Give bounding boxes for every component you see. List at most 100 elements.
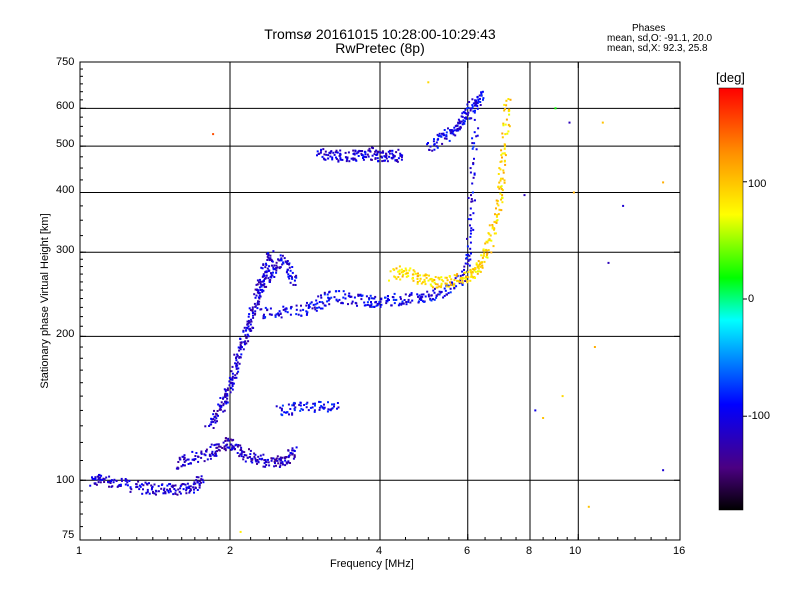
data-point xyxy=(409,293,411,296)
data-point xyxy=(270,457,273,460)
data-point xyxy=(327,299,330,302)
data-point xyxy=(469,207,472,210)
data-point xyxy=(496,219,499,222)
data-point xyxy=(265,461,268,464)
data-point xyxy=(323,406,326,409)
data-point xyxy=(138,488,141,491)
x-tick-label: 8 xyxy=(526,545,533,557)
data-point xyxy=(172,484,175,487)
data-point xyxy=(286,411,289,414)
data-point xyxy=(303,404,306,406)
data-point xyxy=(346,158,349,161)
data-point xyxy=(391,149,394,152)
data-point xyxy=(500,185,503,188)
data-point xyxy=(146,483,149,486)
data-point xyxy=(378,300,381,303)
data-point xyxy=(99,481,102,484)
data-point xyxy=(438,293,441,296)
data-point xyxy=(280,316,283,319)
phases-heading: Phases xyxy=(632,23,666,34)
data-point xyxy=(275,261,278,264)
data-point xyxy=(477,98,480,101)
data-point xyxy=(282,463,284,466)
data-point xyxy=(314,308,317,311)
data-point xyxy=(385,154,388,157)
data-point xyxy=(150,488,153,491)
data-point xyxy=(263,279,265,282)
data-point xyxy=(471,107,474,110)
data-point xyxy=(270,258,273,261)
data-point xyxy=(404,267,407,270)
data-point xyxy=(289,408,292,410)
data-point xyxy=(470,194,472,197)
data-point xyxy=(247,340,250,343)
data-point xyxy=(400,156,403,159)
data-point xyxy=(542,417,545,419)
data-point xyxy=(470,273,473,276)
data-point xyxy=(250,320,253,323)
data-point xyxy=(376,303,379,305)
data-point xyxy=(233,353,236,356)
data-point xyxy=(148,492,151,495)
data-point xyxy=(500,209,503,212)
data-point xyxy=(268,464,271,467)
data-point xyxy=(265,264,268,266)
data-point xyxy=(247,325,250,328)
data-point xyxy=(305,304,308,307)
data-point xyxy=(301,408,304,411)
data-point xyxy=(93,482,96,485)
data-point xyxy=(255,294,258,297)
data-point xyxy=(488,239,491,242)
x-tick-label: 6 xyxy=(464,545,471,557)
data-point xyxy=(281,462,284,465)
data-point xyxy=(474,109,476,112)
data-point xyxy=(368,298,371,301)
data-point xyxy=(452,133,455,136)
data-point xyxy=(462,119,465,122)
data-point xyxy=(366,303,369,306)
data-point xyxy=(437,276,440,279)
data-point xyxy=(272,271,274,274)
data-point xyxy=(489,234,492,237)
data-point xyxy=(293,456,296,459)
data-point xyxy=(176,466,179,469)
data-point xyxy=(473,157,475,160)
data-point xyxy=(393,302,396,305)
data-point xyxy=(291,276,293,279)
data-point xyxy=(284,308,287,311)
data-point xyxy=(226,439,229,442)
data-point xyxy=(403,299,406,301)
data-point xyxy=(433,281,436,284)
data-point xyxy=(469,247,472,250)
data-point xyxy=(443,129,446,131)
data-point xyxy=(501,194,504,197)
data-point xyxy=(124,478,127,480)
data-point xyxy=(335,298,338,301)
data-point xyxy=(400,271,403,274)
data-point xyxy=(176,493,179,496)
data-point xyxy=(219,408,222,411)
data-point xyxy=(458,120,461,123)
data-point xyxy=(407,275,410,278)
data-point xyxy=(189,485,192,488)
data-point xyxy=(295,304,298,307)
data-point xyxy=(249,309,252,312)
data-point xyxy=(315,309,318,312)
data-point xyxy=(408,269,411,272)
data-point xyxy=(400,268,403,271)
data-point xyxy=(110,479,113,482)
data-point xyxy=(262,317,265,320)
data-point xyxy=(316,150,319,153)
data-point xyxy=(275,271,278,274)
data-point xyxy=(478,270,481,273)
data-point xyxy=(412,279,415,282)
data-point xyxy=(476,270,479,273)
data-point xyxy=(342,296,345,299)
data-point xyxy=(470,252,472,255)
data-point xyxy=(503,143,506,146)
data-point xyxy=(241,450,244,453)
data-point xyxy=(214,415,217,418)
data-point xyxy=(247,335,250,338)
data-point xyxy=(554,107,557,110)
data-point xyxy=(431,278,434,281)
